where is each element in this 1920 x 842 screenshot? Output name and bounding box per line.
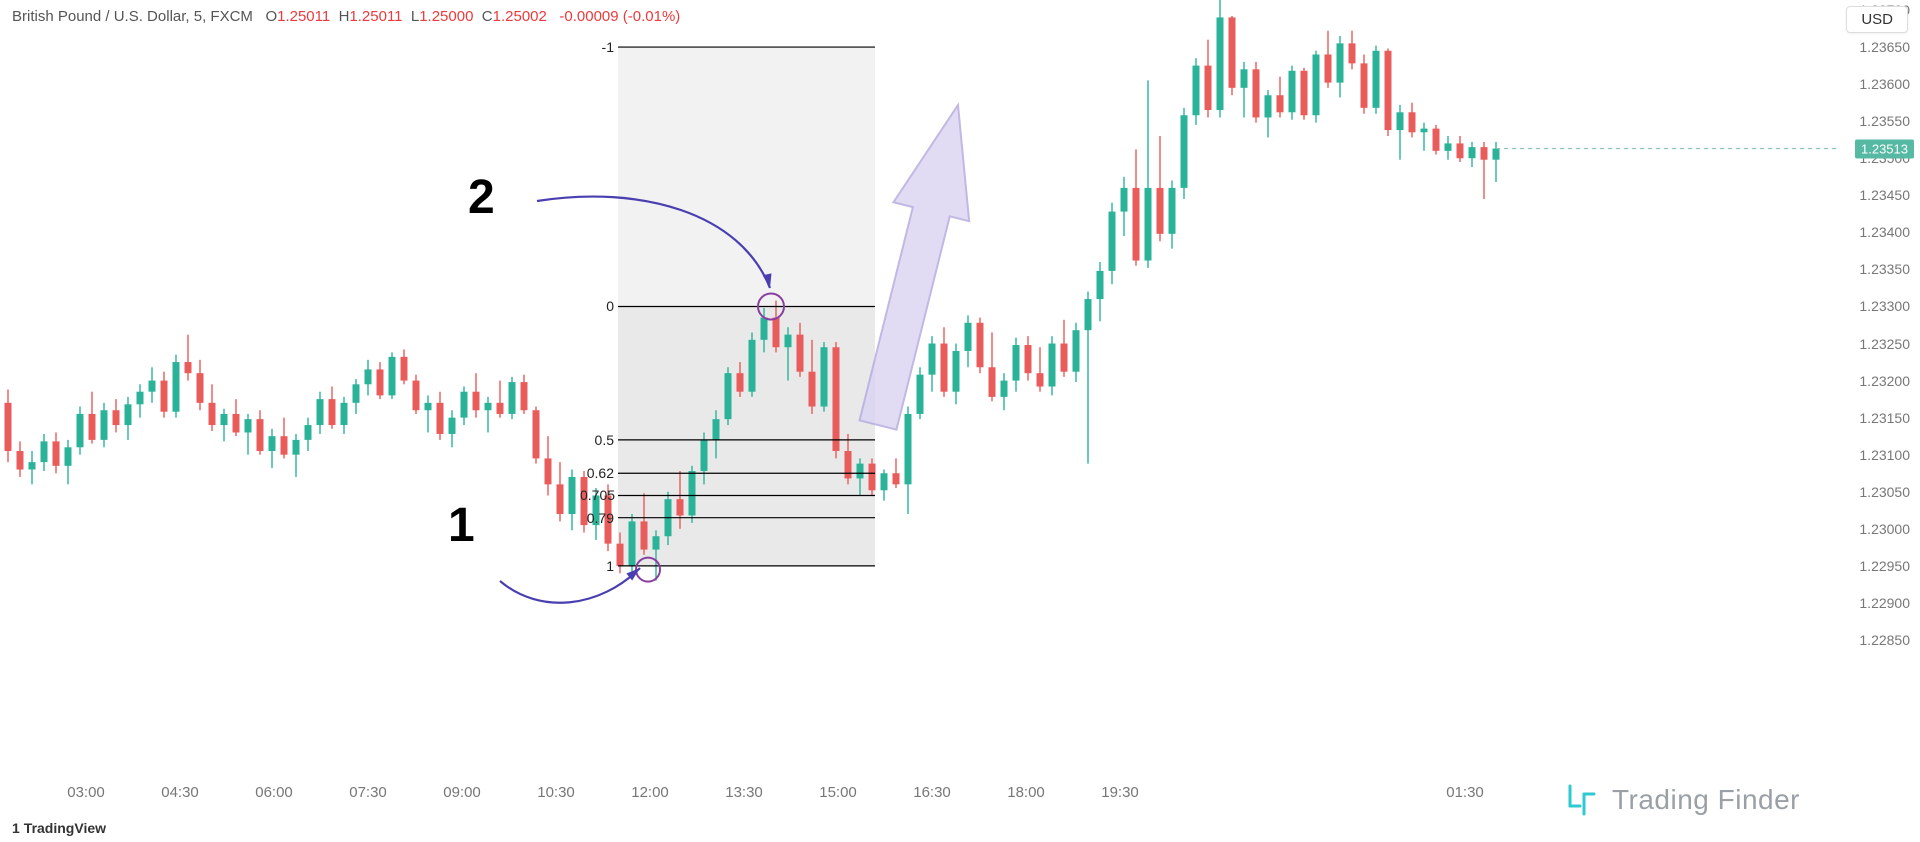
time-tick: 10:30 (537, 784, 575, 801)
fib-label: 0.705 (580, 487, 614, 503)
time-tick: 09:00 (443, 784, 481, 801)
instrument-title: British Pound / U.S. Dollar, 5, FXCM (12, 8, 253, 25)
price-tick: 1.23300 (1859, 298, 1910, 314)
chart-svg (0, 0, 1920, 842)
fib-label: 0.62 (580, 465, 614, 481)
price-tick: 1.23600 (1859, 76, 1910, 92)
time-tick: 15:00 (819, 784, 857, 801)
price-tick: 1.23150 (1859, 410, 1910, 426)
time-tick: 13:30 (725, 784, 763, 801)
time-tick: 07:30 (349, 784, 387, 801)
price-tick: 1.23250 (1859, 336, 1910, 352)
brand-text: Trading Finder (1612, 784, 1800, 816)
time-tick: 04:30 (161, 784, 199, 801)
tradingview-watermark: 1TradingView (12, 820, 106, 836)
time-tick: 19:30 (1101, 784, 1139, 801)
current-price-tag: 1.23513 (1855, 139, 1914, 158)
price-tick: 1.22950 (1859, 558, 1910, 574)
price-tick: 1.23200 (1859, 373, 1910, 389)
ohlc-block: O1.25011 H1.25011 L1.25000 C1.25002 -0.0… (265, 8, 680, 25)
annotation-number-1: 1 (448, 498, 475, 553)
fib-label: 1 (580, 558, 614, 574)
price-tick: 1.23550 (1859, 113, 1910, 129)
fib-label: -1 (580, 39, 614, 55)
fib-label: 0 (580, 298, 614, 314)
time-tick: 06:00 (255, 784, 293, 801)
chart-header: British Pound / U.S. Dollar, 5, FXCM O1.… (12, 8, 680, 25)
fib-label: 0.5 (580, 432, 614, 448)
price-tick: 1.22900 (1859, 595, 1910, 611)
time-tick: 01:30 (1446, 784, 1484, 801)
annotation-number-2: 2 (468, 170, 495, 225)
price-tick: 1.23050 (1859, 484, 1910, 500)
price-tick: 1.22850 (1859, 632, 1910, 648)
time-tick: 16:30 (913, 784, 951, 801)
brand-icon (1564, 782, 1600, 818)
time-tick: 18:00 (1007, 784, 1045, 801)
price-axis[interactable]: 1.237001.236501.236001.235501.235001.234… (1842, 0, 1920, 822)
price-tick: 1.23350 (1859, 261, 1910, 277)
price-tick: 1.23100 (1859, 447, 1910, 463)
price-tick: 1.23450 (1859, 187, 1910, 203)
brand-watermark: Trading Finder (1564, 782, 1800, 818)
time-tick: 03:00 (67, 784, 105, 801)
price-tick: 1.23400 (1859, 224, 1910, 240)
time-tick: 12:00 (631, 784, 669, 801)
price-tick: 1.23000 (1859, 521, 1910, 537)
price-tick: 1.23650 (1859, 39, 1910, 55)
fib-label: 0.79 (580, 510, 614, 526)
currency-button[interactable]: USD (1846, 6, 1908, 33)
chart-container[interactable]: British Pound / U.S. Dollar, 5, FXCM O1.… (0, 0, 1920, 842)
